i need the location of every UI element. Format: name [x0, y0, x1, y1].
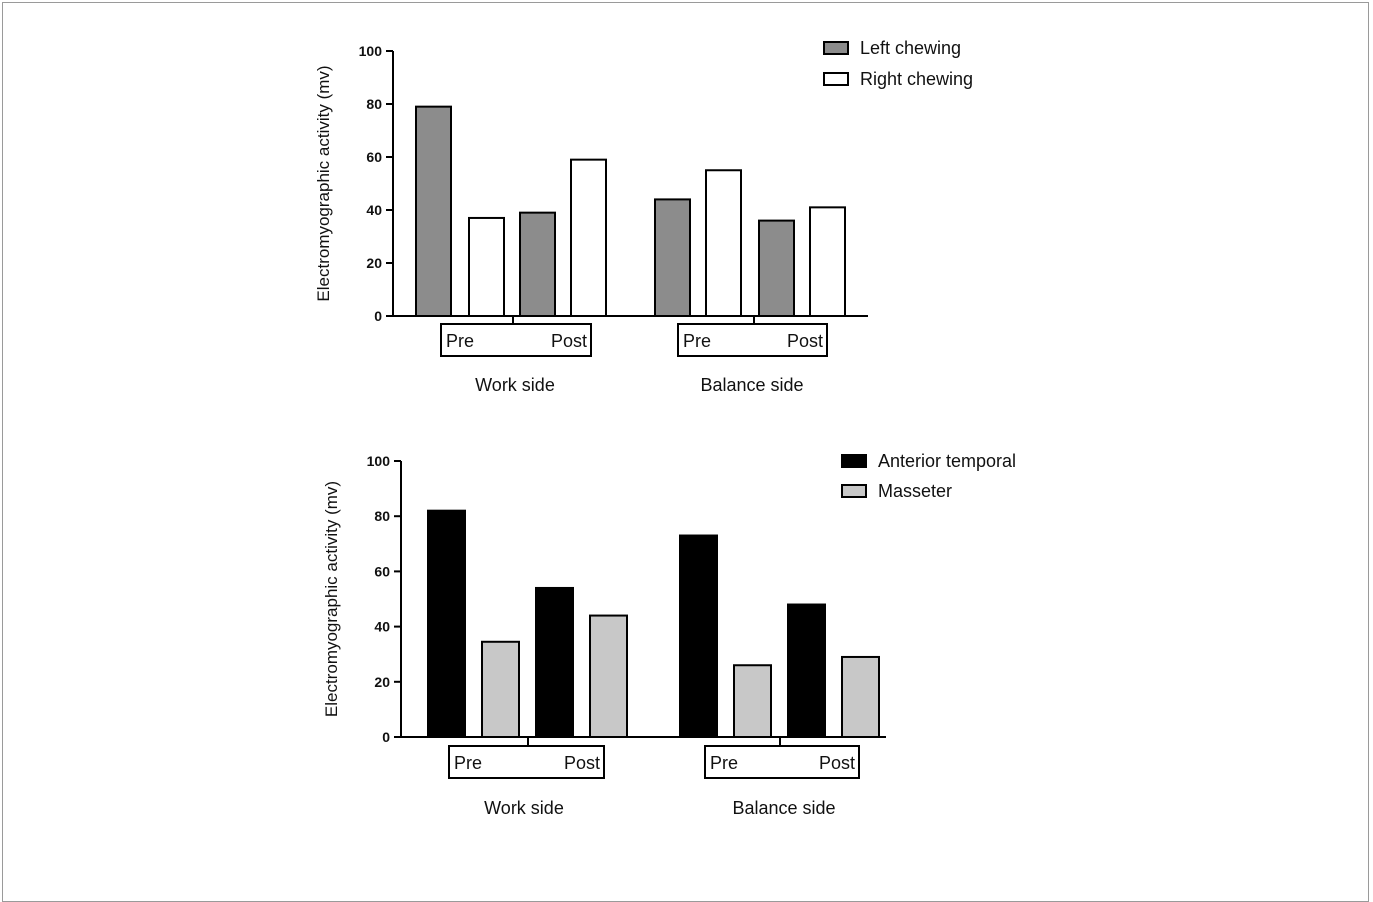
phase-label-post: Post — [551, 331, 587, 351]
bar-right-chewing — [570, 158, 607, 317]
bar-right-chewing — [468, 216, 505, 317]
y-tick-label: 80 — [374, 508, 390, 524]
chart-2: 0 20 40 60 80 100 Electromyographic activity (… — [322, 451, 1016, 818]
group-label: Balance side — [732, 798, 835, 818]
legend-swatch — [823, 41, 849, 55]
bar-right-chewing — [809, 206, 846, 318]
y-tick-label: 100 — [359, 43, 383, 59]
group-label: Balance side — [700, 375, 803, 395]
phase-label-pre: Pre — [446, 331, 474, 351]
phase-label-post: Post — [787, 331, 823, 351]
y-tick-label: 40 — [374, 619, 390, 635]
phase-label-post: Post — [819, 753, 855, 773]
legend-swatch — [841, 484, 867, 498]
y-tick-label: 40 — [366, 202, 382, 218]
bar-left-chewing — [654, 198, 691, 317]
y-tick-label: 100 — [367, 453, 391, 469]
bar-masseter — [733, 664, 772, 738]
legend-label: Anterior temporal — [878, 451, 1016, 471]
phase-bracket — [677, 323, 828, 357]
phase-bracket — [704, 745, 860, 779]
legend-label: Left chewing — [860, 38, 961, 58]
bar-right-chewing — [705, 169, 742, 317]
phase-label-pre: Pre — [710, 753, 738, 773]
chart-1: 0 20 40 60 80 100 Electromyographic activity (… — [314, 38, 973, 395]
bar-left-chewing — [758, 219, 795, 318]
phase-bracket — [440, 323, 592, 357]
y-tick-label: 0 — [382, 729, 390, 745]
y-tick-label: 20 — [366, 255, 382, 271]
phase-label-post: Post — [564, 753, 600, 773]
group-label: Work side — [475, 375, 555, 395]
group-label: Work side — [484, 798, 564, 818]
legend-swatch — [841, 454, 867, 468]
phase-label-pre: Pre — [683, 331, 711, 351]
bar-masseter — [481, 640, 520, 739]
bar-anterior-temporal — [427, 509, 466, 738]
phase-bracket — [448, 745, 605, 779]
bar-anterior-temporal — [535, 586, 574, 739]
y-axis-title: Electromyographic activity (mv) — [322, 481, 341, 717]
legend-swatch — [823, 72, 849, 86]
bar-left-chewing — [415, 105, 452, 318]
bar-left-chewing — [519, 211, 556, 317]
bar-anterior-temporal — [679, 534, 718, 739]
bar-anterior-temporal — [787, 603, 826, 739]
chart-figure: 0 20 40 60 80 100 Electromyographic activity (… — [314, 38, 1016, 818]
legend-label: Masseter — [878, 481, 952, 501]
y-tick-label: 60 — [366, 149, 382, 165]
phase-label-pre: Pre — [454, 753, 482, 773]
bar-masseter — [589, 614, 628, 738]
bar-masseter — [841, 655, 880, 739]
y-tick-label: 20 — [374, 674, 390, 690]
y-tick-label: 80 — [366, 96, 382, 112]
legend-label: Right chewing — [860, 69, 973, 89]
y-tick-label: 0 — [374, 308, 382, 324]
y-axis-title: Electromyographic activity (mv) — [314, 65, 333, 301]
y-tick-label: 60 — [374, 563, 390, 579]
